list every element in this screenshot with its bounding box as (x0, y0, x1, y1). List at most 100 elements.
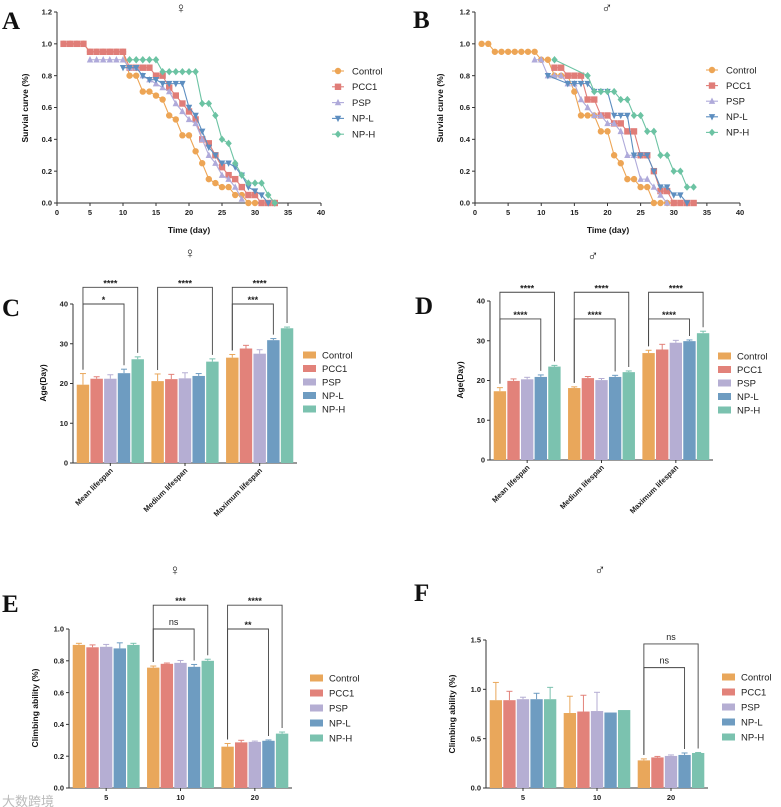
bar (192, 375, 205, 463)
data-point (677, 192, 684, 199)
panel-letter: D (415, 293, 433, 320)
x-tick-label: 5 (506, 208, 510, 217)
legend-swatch (303, 392, 316, 399)
series-psp (516, 691, 678, 788)
data-point (212, 159, 219, 166)
data-point (172, 92, 179, 99)
significance-label: **** (669, 283, 684, 293)
legend-swatch (722, 688, 735, 696)
legend-swatch (722, 733, 735, 741)
legend-label: Control (741, 673, 772, 684)
data-point (166, 67, 173, 76)
bar (489, 700, 503, 788)
data-point (225, 183, 232, 191)
bar (117, 373, 131, 463)
survival-line (63, 43, 275, 204)
data-point (218, 135, 226, 144)
x-tick-label: 15 (152, 208, 160, 217)
data-point (251, 199, 259, 207)
x-tick-label: 40 (736, 208, 744, 217)
data-point (251, 179, 259, 187)
y-tick-label: 0.2 (460, 167, 470, 176)
significance-label: **** (594, 283, 609, 293)
data-point (179, 132, 186, 139)
data-point (544, 56, 552, 63)
legend-swatch (722, 703, 735, 711)
panel-e: E ♀ 0.0 0.2 0.4 0.6 0.8 1.0 Climbing ability (%)… (2, 562, 360, 802)
data-point (146, 64, 153, 71)
data-point (610, 119, 618, 127)
data-point (258, 199, 265, 207)
series-control (72, 642, 234, 788)
data-point (624, 151, 631, 158)
x-tick-label: 25 (218, 208, 226, 217)
y-tick-label: 10 (477, 416, 485, 425)
data-point (478, 40, 485, 48)
data-point (617, 160, 624, 167)
series-control (489, 681, 651, 788)
data-point (630, 128, 638, 135)
data-point (172, 80, 179, 88)
legend-swatch (718, 366, 731, 373)
data-point (199, 160, 206, 167)
bar (691, 752, 705, 788)
legend-label: NP-L (726, 112, 748, 123)
data-point (271, 199, 278, 207)
legend-label: NP-L (329, 719, 351, 730)
data-point (205, 140, 212, 147)
panel-letter: C (2, 295, 20, 322)
data-point (644, 175, 651, 182)
x-tick-label: 10 (537, 208, 545, 217)
data-point (113, 56, 120, 63)
legend-label: Control (737, 352, 768, 363)
data-point (584, 71, 591, 80)
data-point (591, 96, 598, 103)
series-control (76, 353, 239, 463)
legend-swatch (303, 405, 316, 413)
bar (206, 361, 219, 463)
data-point (119, 56, 127, 63)
series-np-h (126, 56, 278, 207)
data-point (245, 191, 252, 199)
bar (113, 648, 126, 788)
data-point (205, 99, 212, 108)
significance-bracket (82, 303, 125, 370)
data-point (617, 120, 624, 127)
significance-bracket (157, 286, 213, 370)
panel-f: F ♂ 0.0 0.5 1.0 1.5 Climbing ability (%) 5 10 20 C… (414, 562, 772, 802)
data-point (159, 72, 166, 79)
data-point (212, 152, 219, 159)
legend-swatch (718, 393, 731, 400)
bar (174, 662, 187, 788)
y-tick-label: 1.0 (471, 685, 481, 694)
x-tick-label: 10 (119, 208, 127, 217)
data-point (657, 151, 664, 159)
data-point (258, 179, 265, 187)
significance-label: **** (520, 283, 535, 293)
data-point (571, 88, 578, 95)
series-np-l (530, 692, 691, 788)
data-point (518, 48, 525, 55)
legend-label: PCC1 (322, 364, 347, 375)
legend-marker (708, 128, 716, 137)
bar (221, 746, 234, 788)
legend-label: NP-H (322, 405, 345, 416)
data-point (225, 175, 232, 182)
legend-marker (708, 97, 716, 104)
data-point (663, 187, 671, 195)
significance-bracket (227, 604, 283, 740)
data-point (564, 72, 571, 79)
legend-label: NP-L (352, 114, 374, 125)
y-axis-label: Age(Day) (38, 364, 48, 401)
survival-line (554, 67, 694, 204)
bar (99, 646, 113, 788)
data-point (212, 179, 219, 187)
data-point (624, 128, 631, 135)
data-point (677, 167, 684, 175)
y-tick-label: 1.2 (42, 8, 52, 17)
data-point (577, 112, 585, 119)
data-point (670, 192, 677, 199)
data-point (192, 112, 199, 120)
y-tick-label: 0.2 (54, 752, 64, 761)
